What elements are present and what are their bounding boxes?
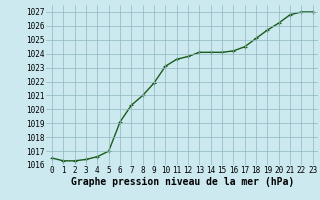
X-axis label: Graphe pression niveau de la mer (hPa): Graphe pression niveau de la mer (hPa): [71, 177, 294, 187]
